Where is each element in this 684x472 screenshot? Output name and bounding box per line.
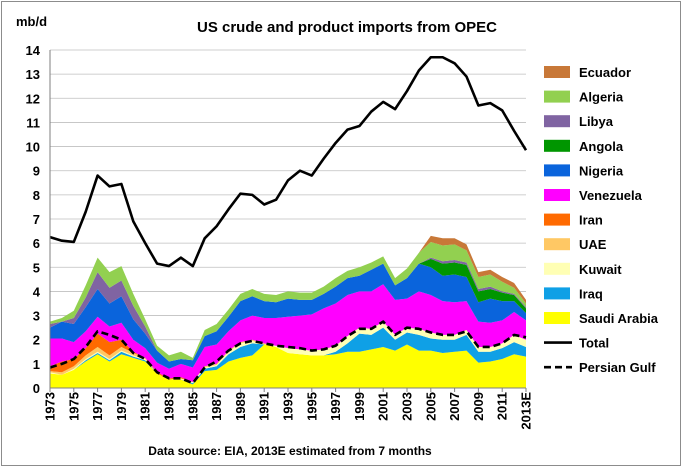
- area-kuwait: [50, 321, 526, 384]
- y-tick-label: 2: [33, 333, 40, 348]
- x-tick-label: 1995: [304, 392, 319, 421]
- legend-item-angola: Angola: [544, 139, 624, 154]
- x-tick-label: 1981: [138, 392, 153, 421]
- y-tick-label: 14: [26, 43, 41, 58]
- legend-swatch-venezuela: [544, 189, 570, 201]
- legend-swatch-algeria: [544, 90, 570, 103]
- legend-item-libya: Libya: [544, 114, 614, 129]
- legend-label-iraq: Iraq: [579, 286, 603, 301]
- legend-item-iraq: Iraq: [544, 286, 603, 301]
- x-tick-label: 1993: [281, 392, 296, 421]
- x-tick-label: 2011: [495, 392, 510, 420]
- legend-label-ecuador: Ecuador: [579, 65, 631, 80]
- y-tick-label: 5: [33, 260, 40, 275]
- area-iraq: [50, 327, 526, 385]
- legend-item-venezuela: Venezuela: [544, 188, 643, 203]
- legend-label-nigeria: Nigeria: [579, 163, 624, 178]
- legend-label-total: Total: [579, 336, 609, 351]
- legend: Ecuador Algeria Libya Angola Nigeria Venezuel…: [544, 65, 659, 375]
- legend-label-libya: Libya: [579, 114, 614, 129]
- area-nigeria: [50, 263, 526, 369]
- legend-item-total: Total: [544, 336, 609, 351]
- legend-swatch-angola: [544, 139, 570, 152]
- legend-swatch-nigeria: [544, 164, 570, 177]
- x-tick-label: 2003: [400, 392, 415, 421]
- x-tick-label: 2005: [423, 392, 438, 421]
- area-algeria: [50, 241, 526, 362]
- legend-item-ecuador: Ecuador: [544, 65, 631, 80]
- legend-label-iran: Iran: [579, 213, 603, 228]
- x-tick-label: 1999: [352, 392, 367, 421]
- data-source-note: Data source: EIA, 2013E estimated from 7…: [148, 444, 432, 458]
- x-tick-label: 1979: [114, 392, 129, 421]
- legend-item-persian-gulf: Persian Gulf: [544, 360, 656, 375]
- x-tick-label: 2013E: [519, 392, 534, 430]
- legend-swatch-iraq: [544, 287, 570, 300]
- line-persian-gulf: [49, 320, 527, 385]
- x-tick-label: 1975: [66, 392, 81, 421]
- x-tick-label: 1991: [257, 392, 272, 421]
- x-tick-labels: 1973 1975 1977 1979 1981 1983 1985 1987 1989 1991…: [43, 392, 534, 430]
- x-tick-label: 1973: [43, 392, 58, 421]
- legend-swatch-saudi-arabia: [544, 312, 570, 324]
- x-tick-label: 2001: [376, 392, 391, 421]
- y-tick-label: 3: [33, 309, 40, 324]
- x-tick-label: 1985: [185, 392, 200, 421]
- chart-svg: US crude and product imports from OPEC m…: [16, 14, 659, 458]
- legend-item-iran: Iran: [544, 213, 603, 228]
- legend-item-saudi-arabia: Saudi Arabia: [544, 311, 659, 326]
- y-tick-label: 0: [33, 381, 40, 396]
- x-tick-label: 1997: [328, 392, 343, 421]
- legend-item-uae: UAE: [544, 237, 607, 252]
- legend-item-nigeria: Nigeria: [544, 163, 624, 178]
- y-tick-label: 10: [26, 140, 40, 155]
- y-tick-label: 8: [33, 188, 40, 203]
- legend-label-venezuela: Venezuela: [579, 188, 643, 203]
- axes: [49, 50, 527, 392]
- chart-title: US crude and product imports from OPEC: [197, 19, 497, 36]
- stacked-areas: [50, 235, 526, 388]
- legend-label-uae: UAE: [579, 237, 607, 252]
- legend-swatch-libya: [544, 115, 570, 128]
- area-venezuela: [50, 284, 526, 382]
- legend-label-persian-gulf: Persian Gulf: [579, 360, 656, 375]
- y-axis-label: mb/d: [16, 14, 47, 29]
- chart-frame: US crude and product imports from OPEC m…: [1, 1, 681, 466]
- y-tick-label: 9: [33, 164, 40, 179]
- legend-swatch-uae: [544, 238, 570, 251]
- x-tick-label: 1977: [90, 392, 105, 421]
- gridlines: [50, 49, 526, 389]
- legend-item-algeria: Algeria: [544, 90, 624, 105]
- legend-label-algeria: Algeria: [579, 90, 624, 105]
- legend-label-kuwait: Kuwait: [579, 262, 622, 277]
- y-tick-label: 13: [26, 67, 40, 82]
- line-series: [49, 55, 528, 385]
- y-tick-label: 11: [26, 115, 40, 130]
- line-total: [49, 55, 528, 268]
- area-saudi-arabia: [50, 344, 526, 388]
- y-tick-label: 1: [33, 357, 40, 372]
- legend-swatch-ecuador: [544, 66, 570, 78]
- y-tick-label: 12: [26, 91, 40, 106]
- legend-swatch-iran: [544, 213, 570, 226]
- x-tick-label: 1989: [233, 392, 248, 421]
- legend-item-kuwait: Kuwait: [544, 262, 622, 277]
- legend-label-saudi-arabia: Saudi Arabia: [579, 311, 659, 326]
- x-tick-label: 2007: [447, 392, 462, 421]
- x-tick-label: 2009: [471, 392, 486, 421]
- legend-swatch-kuwait: [544, 262, 570, 275]
- x-tick-label: 1987: [209, 392, 224, 421]
- y-tick-label: 7: [33, 212, 40, 227]
- legend-label-angola: Angola: [579, 139, 624, 154]
- x-tick-label: 1983: [162, 392, 177, 421]
- y-tick-label: 6: [33, 236, 40, 251]
- y-tick-label: 4: [33, 284, 41, 299]
